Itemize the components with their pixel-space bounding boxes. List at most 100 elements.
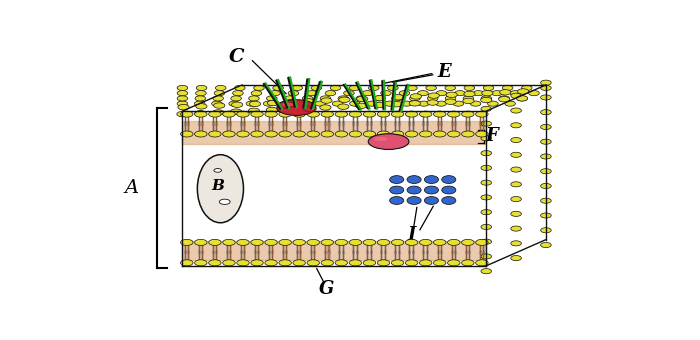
FancyArrow shape (255, 116, 256, 126)
Circle shape (321, 260, 333, 266)
Circle shape (178, 104, 189, 110)
Circle shape (399, 90, 409, 96)
FancyArrow shape (427, 251, 428, 261)
Circle shape (339, 97, 350, 102)
Circle shape (181, 260, 193, 266)
FancyArrow shape (230, 122, 231, 132)
FancyArrow shape (469, 116, 470, 126)
Circle shape (223, 111, 235, 117)
FancyArrow shape (311, 244, 312, 254)
Circle shape (482, 90, 493, 96)
Circle shape (381, 90, 391, 96)
Circle shape (540, 80, 551, 85)
Circle shape (517, 89, 528, 94)
FancyArrow shape (258, 122, 259, 132)
FancyArrow shape (269, 244, 270, 254)
Ellipse shape (277, 102, 294, 108)
Circle shape (279, 239, 291, 245)
FancyArrow shape (413, 116, 414, 126)
Circle shape (540, 213, 551, 218)
Circle shape (488, 101, 498, 106)
Circle shape (511, 137, 522, 142)
FancyArrow shape (328, 251, 330, 261)
FancyArrow shape (480, 122, 481, 132)
Circle shape (447, 260, 460, 266)
FancyArrow shape (227, 244, 228, 254)
FancyArrow shape (395, 116, 396, 126)
FancyArrow shape (339, 244, 340, 254)
FancyArrow shape (399, 116, 400, 126)
Circle shape (464, 85, 475, 90)
Circle shape (453, 101, 463, 106)
FancyArrow shape (441, 251, 442, 261)
Circle shape (273, 85, 284, 90)
Circle shape (181, 131, 193, 137)
Circle shape (195, 90, 206, 96)
FancyArrow shape (272, 251, 273, 261)
Circle shape (407, 85, 417, 90)
Circle shape (337, 104, 349, 109)
Circle shape (388, 85, 398, 90)
Ellipse shape (390, 197, 404, 204)
FancyArrow shape (342, 251, 344, 261)
FancyArrow shape (452, 116, 453, 126)
Circle shape (511, 167, 522, 172)
Circle shape (405, 239, 418, 245)
FancyArrow shape (371, 244, 372, 254)
Circle shape (377, 111, 390, 117)
FancyArrow shape (188, 244, 189, 254)
FancyArrow shape (216, 251, 217, 261)
Circle shape (209, 239, 221, 245)
FancyArrow shape (441, 244, 442, 254)
FancyArrow shape (269, 116, 270, 126)
FancyArrow shape (469, 122, 470, 132)
Circle shape (270, 90, 280, 96)
Circle shape (391, 239, 404, 245)
FancyArrow shape (297, 251, 298, 261)
Circle shape (214, 90, 225, 96)
Circle shape (267, 96, 277, 101)
FancyArrow shape (255, 251, 256, 261)
FancyArrow shape (339, 116, 340, 126)
Circle shape (481, 239, 491, 244)
Circle shape (447, 111, 460, 117)
FancyArrow shape (300, 116, 302, 126)
Text: B: B (211, 179, 224, 193)
FancyArrow shape (441, 116, 442, 126)
Circle shape (503, 85, 513, 90)
Circle shape (405, 111, 418, 117)
FancyArrow shape (371, 122, 372, 132)
FancyArrow shape (227, 251, 228, 261)
FancyArrow shape (258, 116, 259, 126)
FancyArrow shape (469, 251, 470, 261)
Circle shape (498, 97, 510, 102)
Circle shape (288, 90, 299, 96)
Text: A: A (125, 180, 139, 198)
FancyArrow shape (356, 244, 358, 254)
FancyArrow shape (438, 116, 439, 126)
FancyArrow shape (188, 116, 189, 126)
Circle shape (293, 131, 305, 137)
FancyArrow shape (202, 251, 203, 261)
Circle shape (230, 109, 241, 114)
Circle shape (237, 239, 249, 245)
FancyArrow shape (466, 251, 467, 261)
FancyArrow shape (311, 116, 312, 126)
Circle shape (445, 99, 456, 104)
Circle shape (266, 107, 277, 113)
FancyArrow shape (452, 244, 453, 254)
FancyArrow shape (283, 122, 284, 132)
Circle shape (405, 260, 418, 266)
Circle shape (195, 239, 207, 245)
Circle shape (405, 131, 418, 137)
FancyArrow shape (244, 122, 245, 132)
Circle shape (511, 197, 522, 202)
Circle shape (332, 101, 343, 106)
FancyArrow shape (286, 251, 288, 261)
FancyArrow shape (480, 244, 481, 254)
Circle shape (249, 101, 260, 106)
Ellipse shape (407, 176, 421, 184)
Circle shape (237, 111, 249, 117)
Ellipse shape (197, 155, 244, 223)
Circle shape (445, 85, 456, 90)
